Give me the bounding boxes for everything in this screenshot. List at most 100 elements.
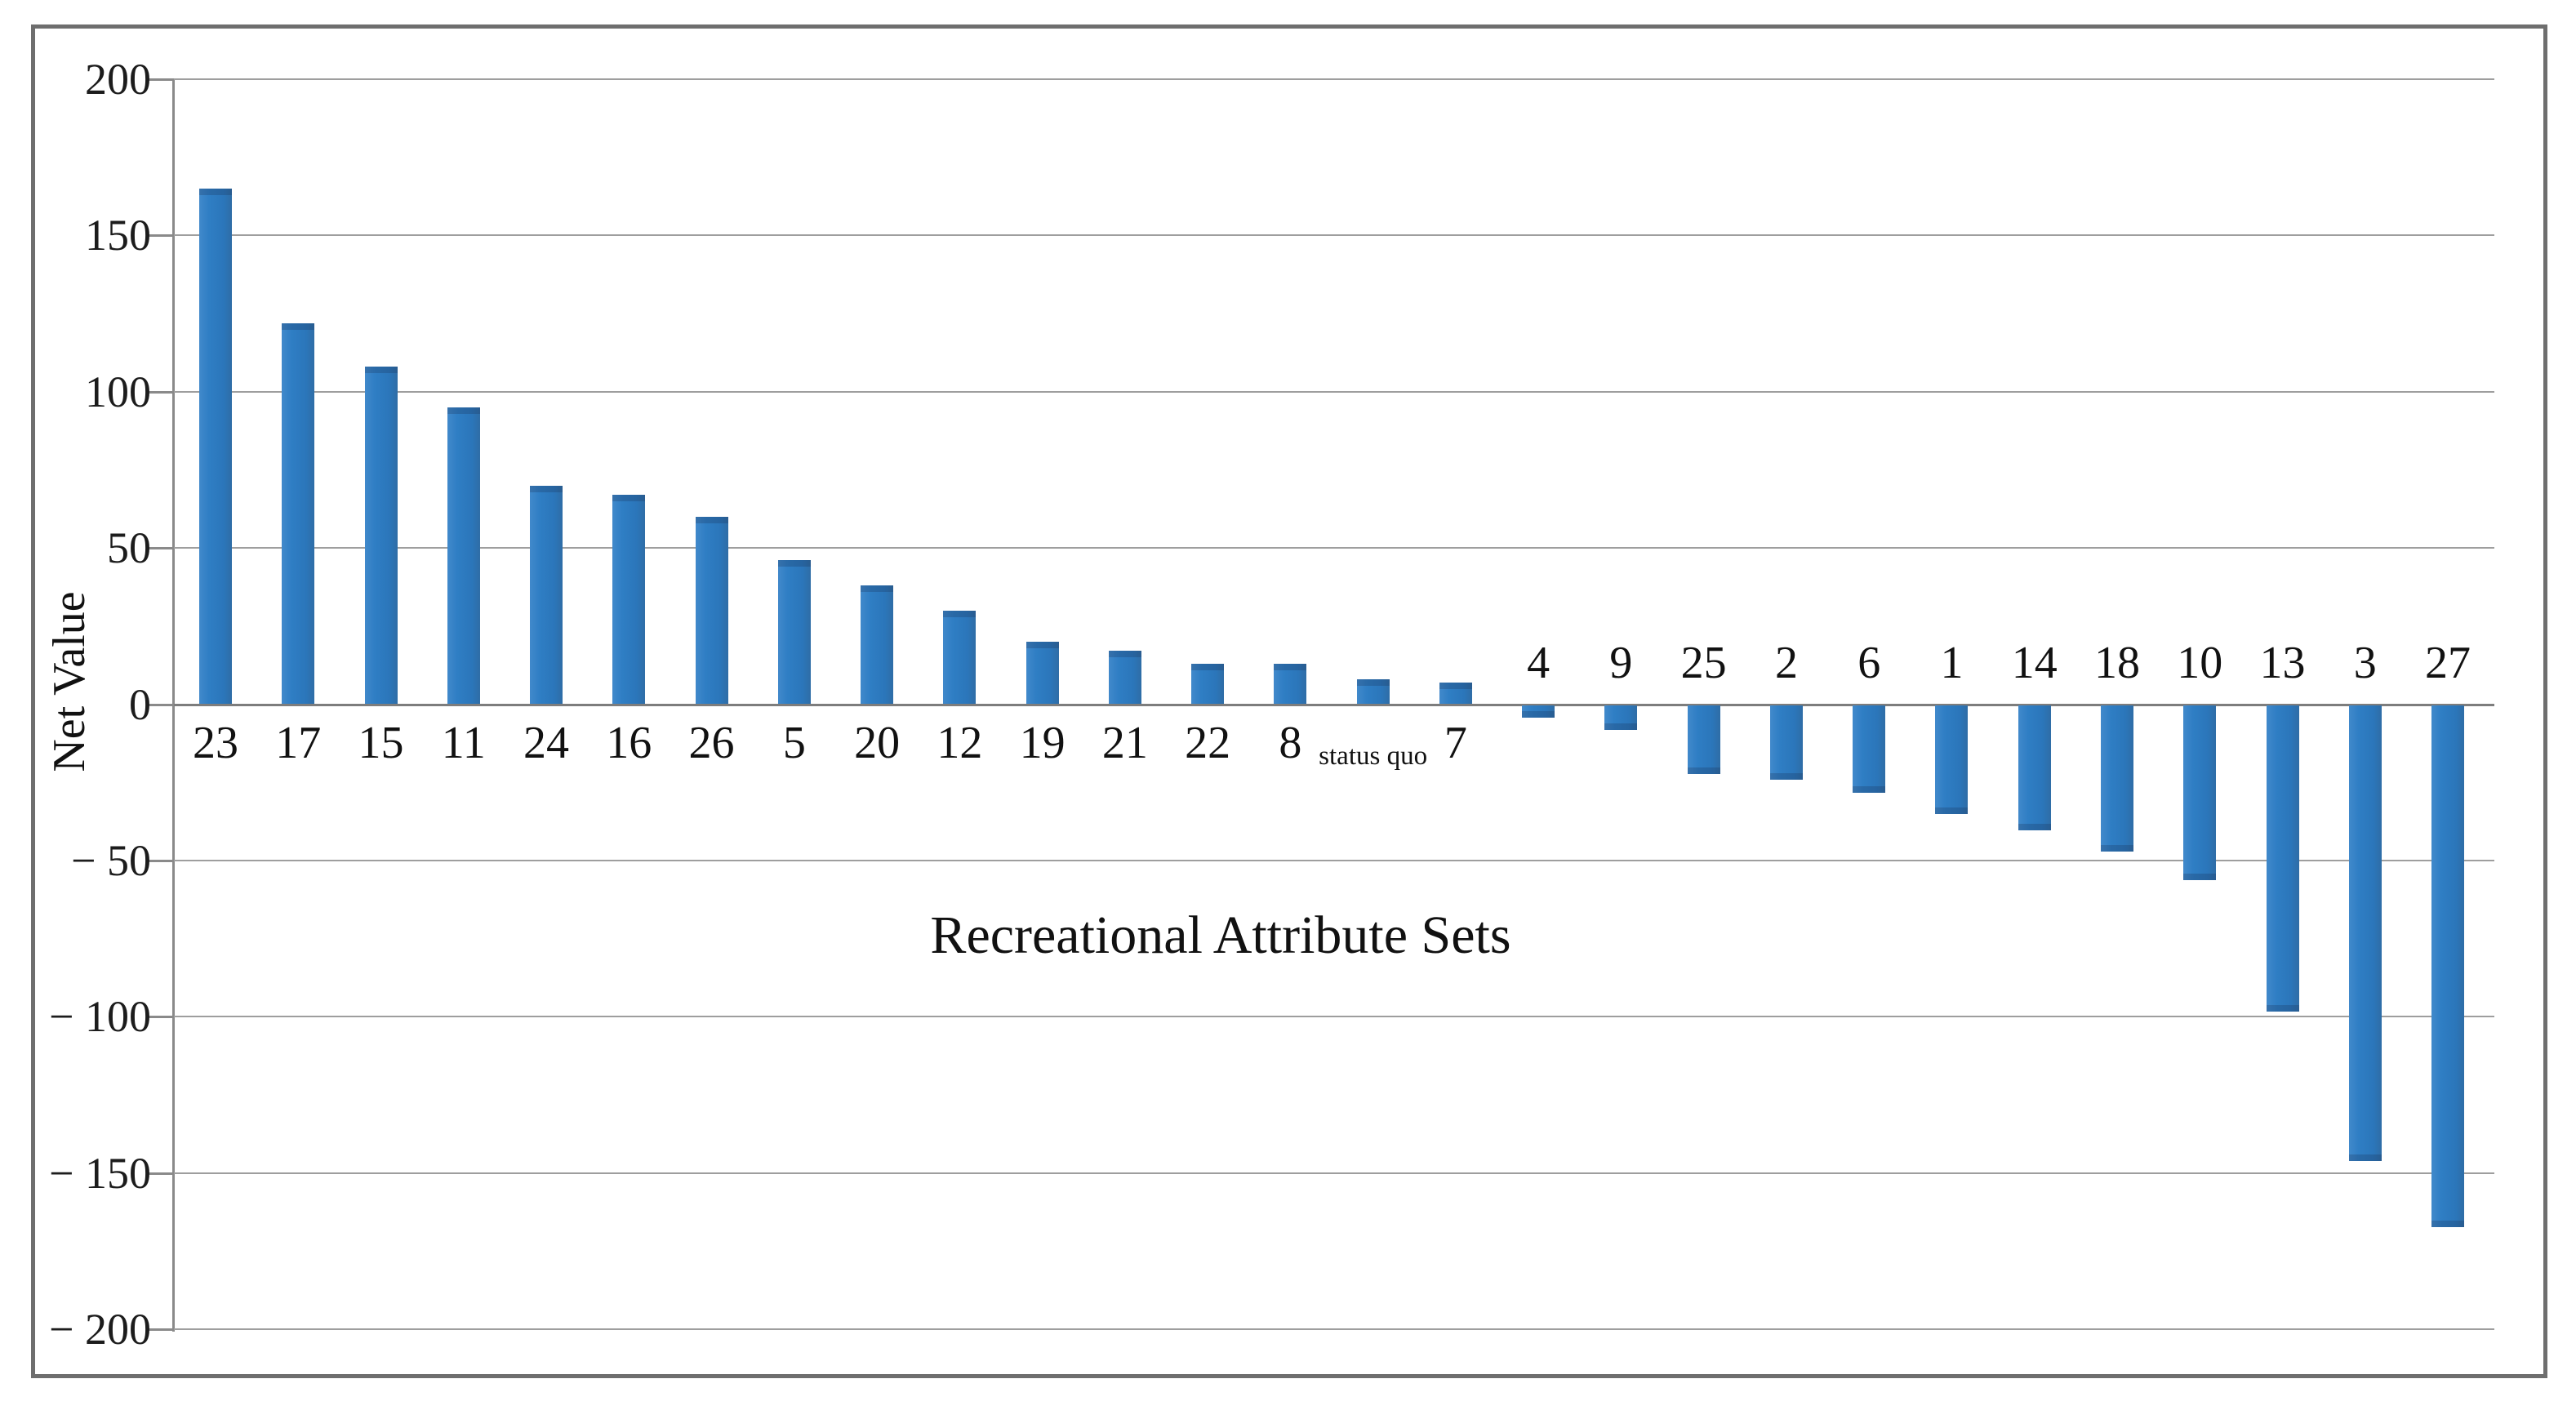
bar-cap — [2100, 845, 2133, 852]
category-label-24: 24 — [523, 718, 570, 768]
y-tick-label--50: − 50 — [71, 835, 151, 885]
bar-16 — [612, 495, 646, 705]
category-label-20: 20 — [854, 718, 901, 768]
bar-cap — [1604, 723, 1638, 731]
bar-cap — [282, 322, 315, 330]
category-label-13: 13 — [2259, 638, 2306, 688]
x-axis-title: Recreational Attribute Sets — [930, 905, 1511, 965]
y-tick-50 — [148, 547, 174, 550]
bar-20 — [861, 585, 894, 705]
bar-cap — [1687, 767, 1720, 774]
bar-3 — [2348, 705, 2382, 1162]
category-label-4: 4 — [1527, 638, 1550, 688]
y-tick-label-150: 150 — [85, 211, 151, 260]
category-label-27: 27 — [2425, 638, 2471, 688]
gridline--100 — [173, 1016, 2494, 1018]
bar-cap — [695, 516, 728, 523]
bar-status-quo — [1356, 678, 1390, 705]
bar-cap — [530, 485, 563, 492]
x-axis-zero-line — [173, 703, 2494, 706]
bar-cap — [1439, 682, 1472, 689]
bar-27 — [2431, 705, 2465, 1227]
y-tick-label-0: 0 — [129, 679, 151, 729]
y-tick--50 — [148, 859, 174, 862]
bar-19 — [1026, 641, 1059, 705]
bar-15 — [364, 367, 398, 705]
y-tick-label-200: 200 — [85, 55, 151, 104]
category-label-21: 21 — [1101, 718, 1148, 768]
bar-2 — [1769, 705, 1803, 781]
bar-cap — [612, 495, 646, 502]
category-label-1: 1 — [1940, 638, 1964, 688]
bar-18 — [2100, 705, 2133, 852]
y-tick--100 — [148, 1016, 174, 1019]
bar-cap — [199, 188, 232, 195]
category-label-2: 2 — [1774, 638, 1798, 688]
bar-24 — [530, 485, 563, 705]
y-tick-label--200: − 200 — [49, 1305, 151, 1354]
bar-cap — [861, 585, 894, 593]
bar-cap — [1522, 710, 1555, 718]
y-tick-label-50: 50 — [107, 523, 151, 573]
bar-cap — [364, 367, 398, 374]
y-tick-label-100: 100 — [85, 367, 151, 416]
category-label-22: 22 — [1185, 718, 1231, 768]
bar-9 — [1604, 705, 1638, 731]
y-tick--200 — [148, 1328, 174, 1331]
category-label-status-quo: status quo — [1319, 741, 1428, 771]
bar-cap — [447, 407, 480, 414]
bar-cap — [2183, 873, 2217, 880]
bar-cap — [2431, 1220, 2465, 1227]
category-label-5: 5 — [782, 718, 806, 768]
gridline-200 — [173, 78, 2494, 80]
bar-23 — [199, 188, 232, 705]
bar-11 — [447, 407, 480, 705]
category-label-6: 6 — [1857, 638, 1881, 688]
category-label-17: 17 — [275, 718, 322, 768]
bar-12 — [943, 610, 977, 705]
bar-14 — [2018, 705, 2051, 830]
y-tick-label--100: − 100 — [49, 992, 151, 1042]
bar-cap — [2348, 1154, 2382, 1162]
bar-cap — [1356, 678, 1390, 686]
bar-cap — [777, 560, 811, 567]
bar-cap — [2266, 1004, 2299, 1012]
category-label-26: 26 — [688, 718, 735, 768]
category-label-23: 23 — [193, 718, 238, 768]
gridline-50 — [173, 547, 2494, 549]
y-tick-150 — [148, 234, 174, 238]
bar-cap — [1769, 773, 1803, 781]
gridline-150 — [173, 234, 2494, 237]
category-label-10: 10 — [2177, 638, 2223, 688]
bar-25 — [1687, 705, 1720, 774]
bar-7 — [1439, 682, 1472, 705]
bar-6 — [1853, 705, 1886, 793]
bar-cap — [2018, 823, 2051, 830]
bar-8 — [1274, 663, 1307, 705]
bar-4 — [1522, 705, 1555, 718]
category-label-14: 14 — [2011, 638, 2058, 688]
category-label-25: 25 — [1680, 638, 1727, 688]
y-tick-0 — [148, 703, 174, 706]
bar-5 — [777, 560, 811, 705]
y-tick-label--150: − 150 — [49, 1148, 151, 1198]
bar-cap — [1108, 651, 1141, 658]
bar-cap — [1853, 785, 1886, 793]
gridline--150 — [173, 1172, 2494, 1174]
category-label-7: 7 — [1444, 718, 1467, 768]
category-label-15: 15 — [358, 718, 404, 768]
bar-13 — [2266, 705, 2299, 1012]
y-tick-100 — [148, 390, 174, 394]
bar-1 — [1935, 705, 1969, 815]
category-label-16: 16 — [606, 718, 652, 768]
y-tick-200 — [148, 78, 174, 81]
category-label-12: 12 — [937, 718, 983, 768]
category-label-19: 19 — [1019, 718, 1066, 768]
bar-17 — [282, 322, 315, 705]
bar-cap — [1191, 663, 1225, 670]
bar-10 — [2183, 705, 2217, 880]
category-label-8: 8 — [1279, 718, 1302, 768]
category-label-9: 9 — [1609, 638, 1633, 688]
